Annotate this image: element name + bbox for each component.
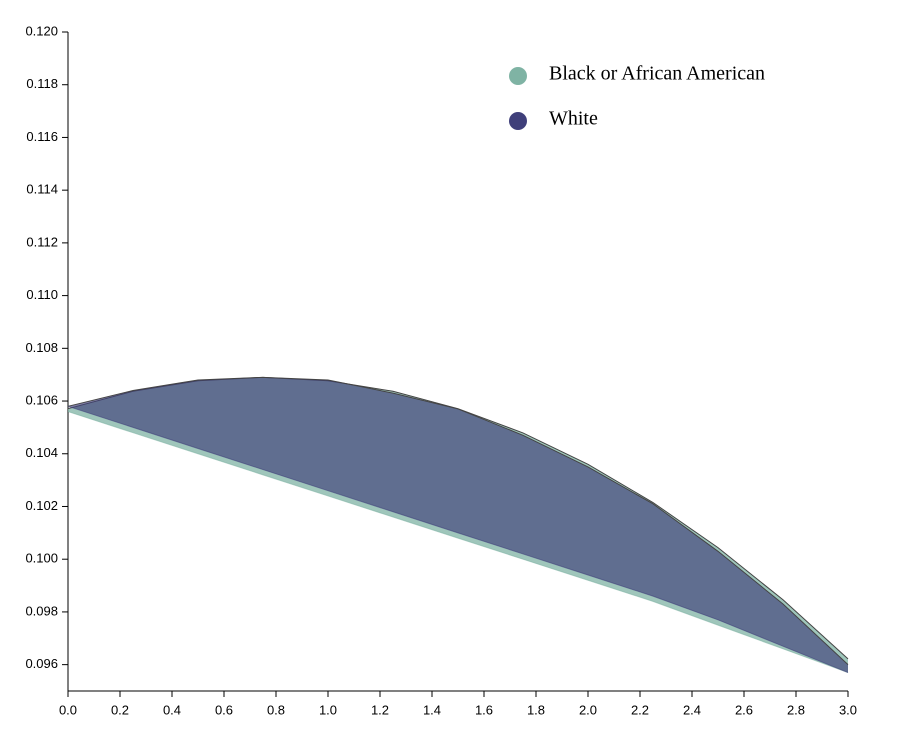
x-tick-label: 2.0 (579, 702, 597, 717)
y-tick-label: 0.110 (26, 287, 58, 302)
y-tick-label: 0.102 (25, 498, 58, 513)
x-tick-label: 1.4 (423, 702, 441, 717)
x-tick-label: 2.6 (735, 702, 753, 717)
x-tick-label: 1.6 (475, 702, 493, 717)
x-tick-label: 2.8 (787, 702, 805, 717)
x-tick-label: 0.0 (59, 702, 77, 717)
x-tick-label: 0.4 (163, 702, 181, 717)
y-tick-label: 0.118 (26, 76, 58, 91)
x-tick-label: 1.2 (371, 702, 389, 717)
x-tick-label: 1.8 (527, 702, 545, 717)
legend-label: White (549, 108, 598, 130)
legend-marker (509, 112, 527, 130)
y-tick-label: 0.108 (25, 340, 58, 355)
y-tick-label: 0.096 (25, 656, 58, 671)
y-tick-label: 0.106 (25, 392, 58, 407)
band-lower-line (67, 405, 849, 674)
band-lower-line (67, 411, 849, 674)
x-tick-label: 3.0 (839, 702, 857, 717)
y-tick-label: 0.104 (25, 445, 58, 460)
y-tick-label: 0.120 (25, 23, 58, 38)
y-tick-label: 0.100 (25, 551, 58, 566)
band-upper-line (67, 376, 849, 666)
band-area (68, 377, 848, 673)
y-tick-label: 0.112 (26, 234, 58, 249)
y-tick-label: 0.098 (25, 603, 58, 618)
x-tick-label: 2.4 (683, 702, 701, 717)
x-tick-label: 2.2 (631, 702, 649, 717)
legend-label: Black or African American (549, 63, 765, 85)
x-tick-label: 1.0 (319, 702, 337, 717)
x-tick-label: 0.2 (111, 702, 129, 717)
x-tick-label: 0.8 (267, 702, 285, 717)
y-tick-label: 0.116 (26, 129, 58, 144)
legend-marker (509, 67, 527, 85)
x-tick-label: 0.6 (215, 702, 233, 717)
y-tick-label: 0.114 (26, 182, 58, 197)
